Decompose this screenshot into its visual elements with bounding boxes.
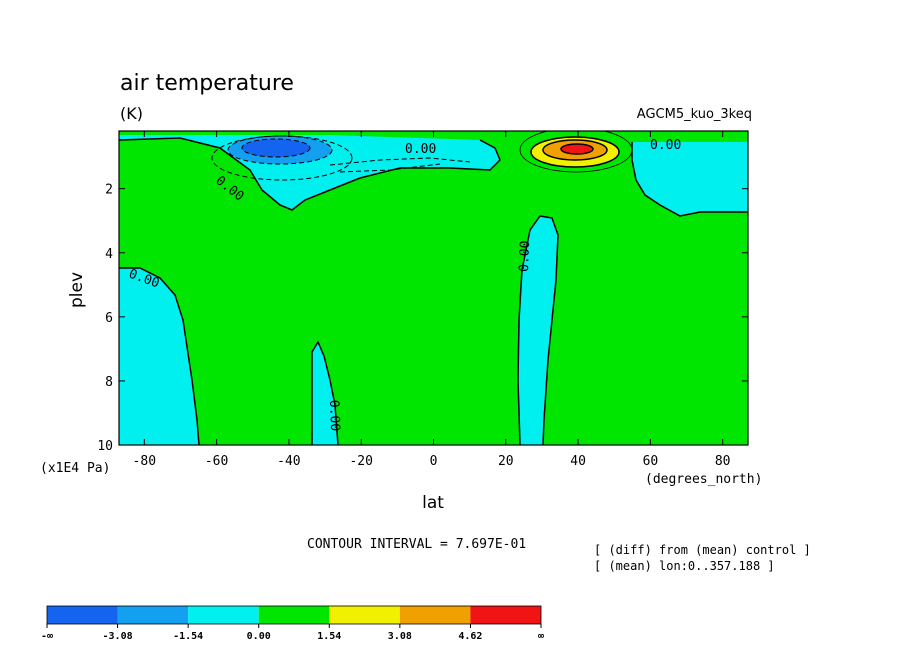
negative-region-tropical-south	[312, 342, 338, 445]
negative-region-tropical-north	[518, 216, 558, 445]
chart-title: air temperature	[120, 71, 294, 96]
colorbar-swatch	[399, 606, 471, 624]
colorbar-label: 3.08	[388, 631, 412, 642]
y-axis-label: plev	[67, 272, 87, 308]
x-axis: -80 -60 -40 -20 0 20 40 60 80	[133, 131, 731, 469]
y-axis: 2 4 6 8 10	[97, 183, 748, 454]
colorbar-swatch	[329, 606, 400, 624]
colorbar-label: -1.54	[173, 631, 203, 642]
colorbar-frame	[46, 605, 542, 625]
colorbar-swatch	[47, 606, 118, 624]
x-tick-label: 80	[715, 454, 731, 469]
x-tick-label: -60	[205, 454, 228, 469]
negative-contour-lines	[211, 135, 471, 181]
note-mean: [ (mean) lon:0..357.188 ]	[594, 559, 775, 573]
colorbar-label: 0.00	[247, 631, 271, 642]
contour-label: 0.00	[405, 142, 436, 157]
negative-region-lower-south	[119, 268, 199, 445]
note-diff: [ (diff) from (mean) control ]	[594, 543, 811, 557]
colorbar: -∞ -3.08 -1.54 0.00 1.54 3.08 4.62 ∞	[41, 605, 544, 642]
maximum-red	[561, 144, 593, 154]
x-axis-label: lat	[422, 493, 444, 513]
x-tick-label: 40	[570, 454, 586, 469]
x-axis-units: (degrees_north)	[645, 472, 762, 487]
x-tick-label: -80	[133, 454, 156, 469]
contour-interval: CONTOUR INTERVAL = 7.697E-01	[307, 537, 526, 552]
x-tick-label: -40	[277, 454, 300, 469]
x-tick-label: 0	[430, 454, 438, 469]
y-tick-label: 2	[105, 183, 113, 198]
contour-label: 0.00	[650, 138, 681, 153]
y-tick-label: 4	[105, 247, 113, 262]
contour-label: 0.00	[517, 240, 533, 272]
colorbar-label: -3.08	[103, 631, 133, 642]
y-tick-label: 6	[105, 311, 113, 326]
y-axis-units: (x1E4 Pa)	[40, 461, 110, 476]
colorbar-swatch	[470, 606, 541, 624]
x-tick-label: -20	[349, 454, 372, 469]
experiment-label: AGCM5_kuo_3keq	[637, 107, 752, 122]
colorbar-label: ∞	[538, 631, 544, 642]
units-label: (K)	[120, 104, 143, 123]
y-tick-label: 10	[97, 439, 113, 454]
x-tick-label: 20	[498, 454, 514, 469]
colorbar-swatch	[258, 606, 330, 624]
colorbar-label: -∞	[41, 631, 53, 642]
y-tick-label: 8	[105, 375, 113, 390]
colorbar-label: 4.62	[458, 631, 482, 642]
contour-lines	[119, 131, 748, 445]
x-tick-label: 60	[643, 454, 659, 469]
negative-region-upper-south	[119, 135, 500, 210]
plot-area	[119, 131, 748, 445]
minimum-core	[242, 139, 310, 157]
negative-region-upper-north	[632, 142, 748, 216]
colorbar-swatch	[117, 606, 189, 624]
contour-label: 0.00	[326, 400, 342, 432]
colorbar-label: 1.54	[317, 631, 341, 642]
colorbar-swatch	[188, 606, 259, 624]
